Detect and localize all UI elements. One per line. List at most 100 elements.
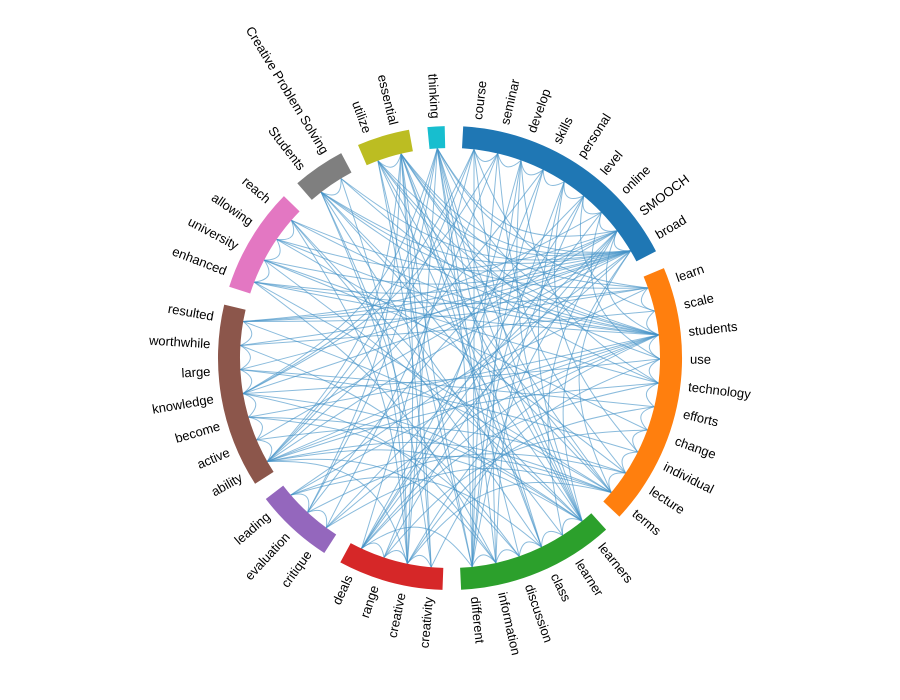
group-pink-arc[interactable] <box>229 196 300 294</box>
group-cyan-arc[interactable] <box>427 126 446 149</box>
edge <box>254 259 270 283</box>
edge <box>240 310 655 346</box>
edge <box>497 153 522 168</box>
edge <box>253 281 612 493</box>
word-label[interactable]: enhanced <box>170 244 229 279</box>
edge <box>242 148 438 395</box>
edge <box>254 281 659 336</box>
edge <box>240 321 253 346</box>
word-label[interactable]: class <box>548 571 575 605</box>
word-label[interactable]: change <box>673 433 718 462</box>
edge <box>256 426 626 474</box>
word-label[interactable]: allowing <box>209 190 256 229</box>
word-label[interactable]: resulted <box>167 301 215 324</box>
edge <box>266 153 402 462</box>
word-label[interactable]: active <box>195 445 232 472</box>
edge <box>307 453 626 513</box>
group-blue-arc[interactable] <box>462 126 656 262</box>
word-label[interactable]: seminar <box>497 77 522 126</box>
word-label[interactable]: deals <box>329 572 356 607</box>
edge <box>632 429 648 453</box>
word-label[interactable]: different <box>468 596 488 644</box>
edge <box>377 160 432 568</box>
word-label[interactable]: skills <box>550 114 576 146</box>
group-gray-arc[interactable] <box>297 153 352 200</box>
word-label[interactable]: become <box>173 418 222 445</box>
edge <box>383 429 648 558</box>
edge <box>243 287 648 322</box>
word-label[interactable]: thinking <box>425 73 443 119</box>
edge <box>290 334 659 496</box>
word-label[interactable]: use <box>690 352 711 367</box>
word-label[interactable]: information <box>495 591 524 657</box>
edge <box>290 476 542 548</box>
word-label[interactable]: efforts <box>682 407 721 430</box>
edge <box>320 191 408 564</box>
group-brown-arc[interactable] <box>217 304 274 484</box>
word-label[interactable]: utilize <box>349 99 375 135</box>
word-label[interactable]: broad <box>653 212 689 242</box>
word-label[interactable]: large <box>181 364 211 381</box>
word-label[interactable]: course <box>470 80 489 120</box>
edge <box>240 345 251 371</box>
edge <box>307 148 438 513</box>
edge <box>325 334 659 529</box>
word-label[interactable]: online <box>618 162 653 197</box>
word-label[interactable]: terms <box>629 506 664 539</box>
word-label[interactable]: personal <box>574 111 614 161</box>
word-label[interactable]: creative <box>385 591 409 639</box>
word-label[interactable]: students <box>688 319 739 339</box>
edge <box>377 160 612 493</box>
word-label[interactable]: develop <box>524 87 554 135</box>
edge <box>253 281 497 564</box>
group-olive-arc[interactable] <box>358 129 413 166</box>
edge <box>242 393 497 564</box>
word-label[interactable]: reach <box>239 174 273 207</box>
word-label[interactable]: university <box>186 214 242 253</box>
edge <box>242 153 499 395</box>
word-label[interactable]: leading <box>231 509 273 548</box>
word-label[interactable]: individual <box>661 459 716 497</box>
edge <box>240 369 655 408</box>
word-label[interactable]: discussion <box>522 582 556 644</box>
edge <box>377 160 659 336</box>
word-label[interactable]: creativity <box>417 596 437 649</box>
word-label[interactable]: learners <box>595 540 637 586</box>
group-red-arc[interactable] <box>340 543 444 590</box>
edge <box>383 230 618 558</box>
group-purple-arc[interactable] <box>265 485 337 553</box>
word-label[interactable]: scale <box>682 290 715 311</box>
edge <box>240 345 520 557</box>
word-label[interactable]: level <box>597 147 626 177</box>
word-label[interactable]: worthwhile <box>148 333 211 352</box>
edge <box>340 178 659 336</box>
edge <box>276 230 618 271</box>
word-label[interactable]: range <box>357 583 382 619</box>
word-label[interactable]: ability <box>209 470 246 500</box>
edge <box>400 153 583 522</box>
edge <box>320 191 583 522</box>
word-label[interactable]: technology <box>687 379 752 402</box>
word-label[interactable]: learn <box>674 261 706 285</box>
edge <box>497 153 627 474</box>
word-label[interactable]: knowledge <box>151 391 215 416</box>
group-orange-arc[interactable] <box>603 268 683 517</box>
edge <box>406 334 659 564</box>
edge <box>242 250 631 395</box>
word-label[interactable]: lecture <box>647 483 688 517</box>
word-label[interactable]: essential <box>375 73 402 127</box>
word-label[interactable]: learner <box>572 557 607 600</box>
edge <box>471 149 475 567</box>
edge <box>471 181 565 567</box>
group-green-arc[interactable] <box>460 513 607 590</box>
word-label[interactable]: critique <box>278 548 315 591</box>
edge <box>325 153 499 528</box>
edge <box>361 382 659 549</box>
edge <box>377 160 631 257</box>
edge <box>248 334 659 418</box>
word-label[interactable]: Students <box>265 123 309 173</box>
edge <box>383 160 522 558</box>
edge <box>400 153 661 360</box>
